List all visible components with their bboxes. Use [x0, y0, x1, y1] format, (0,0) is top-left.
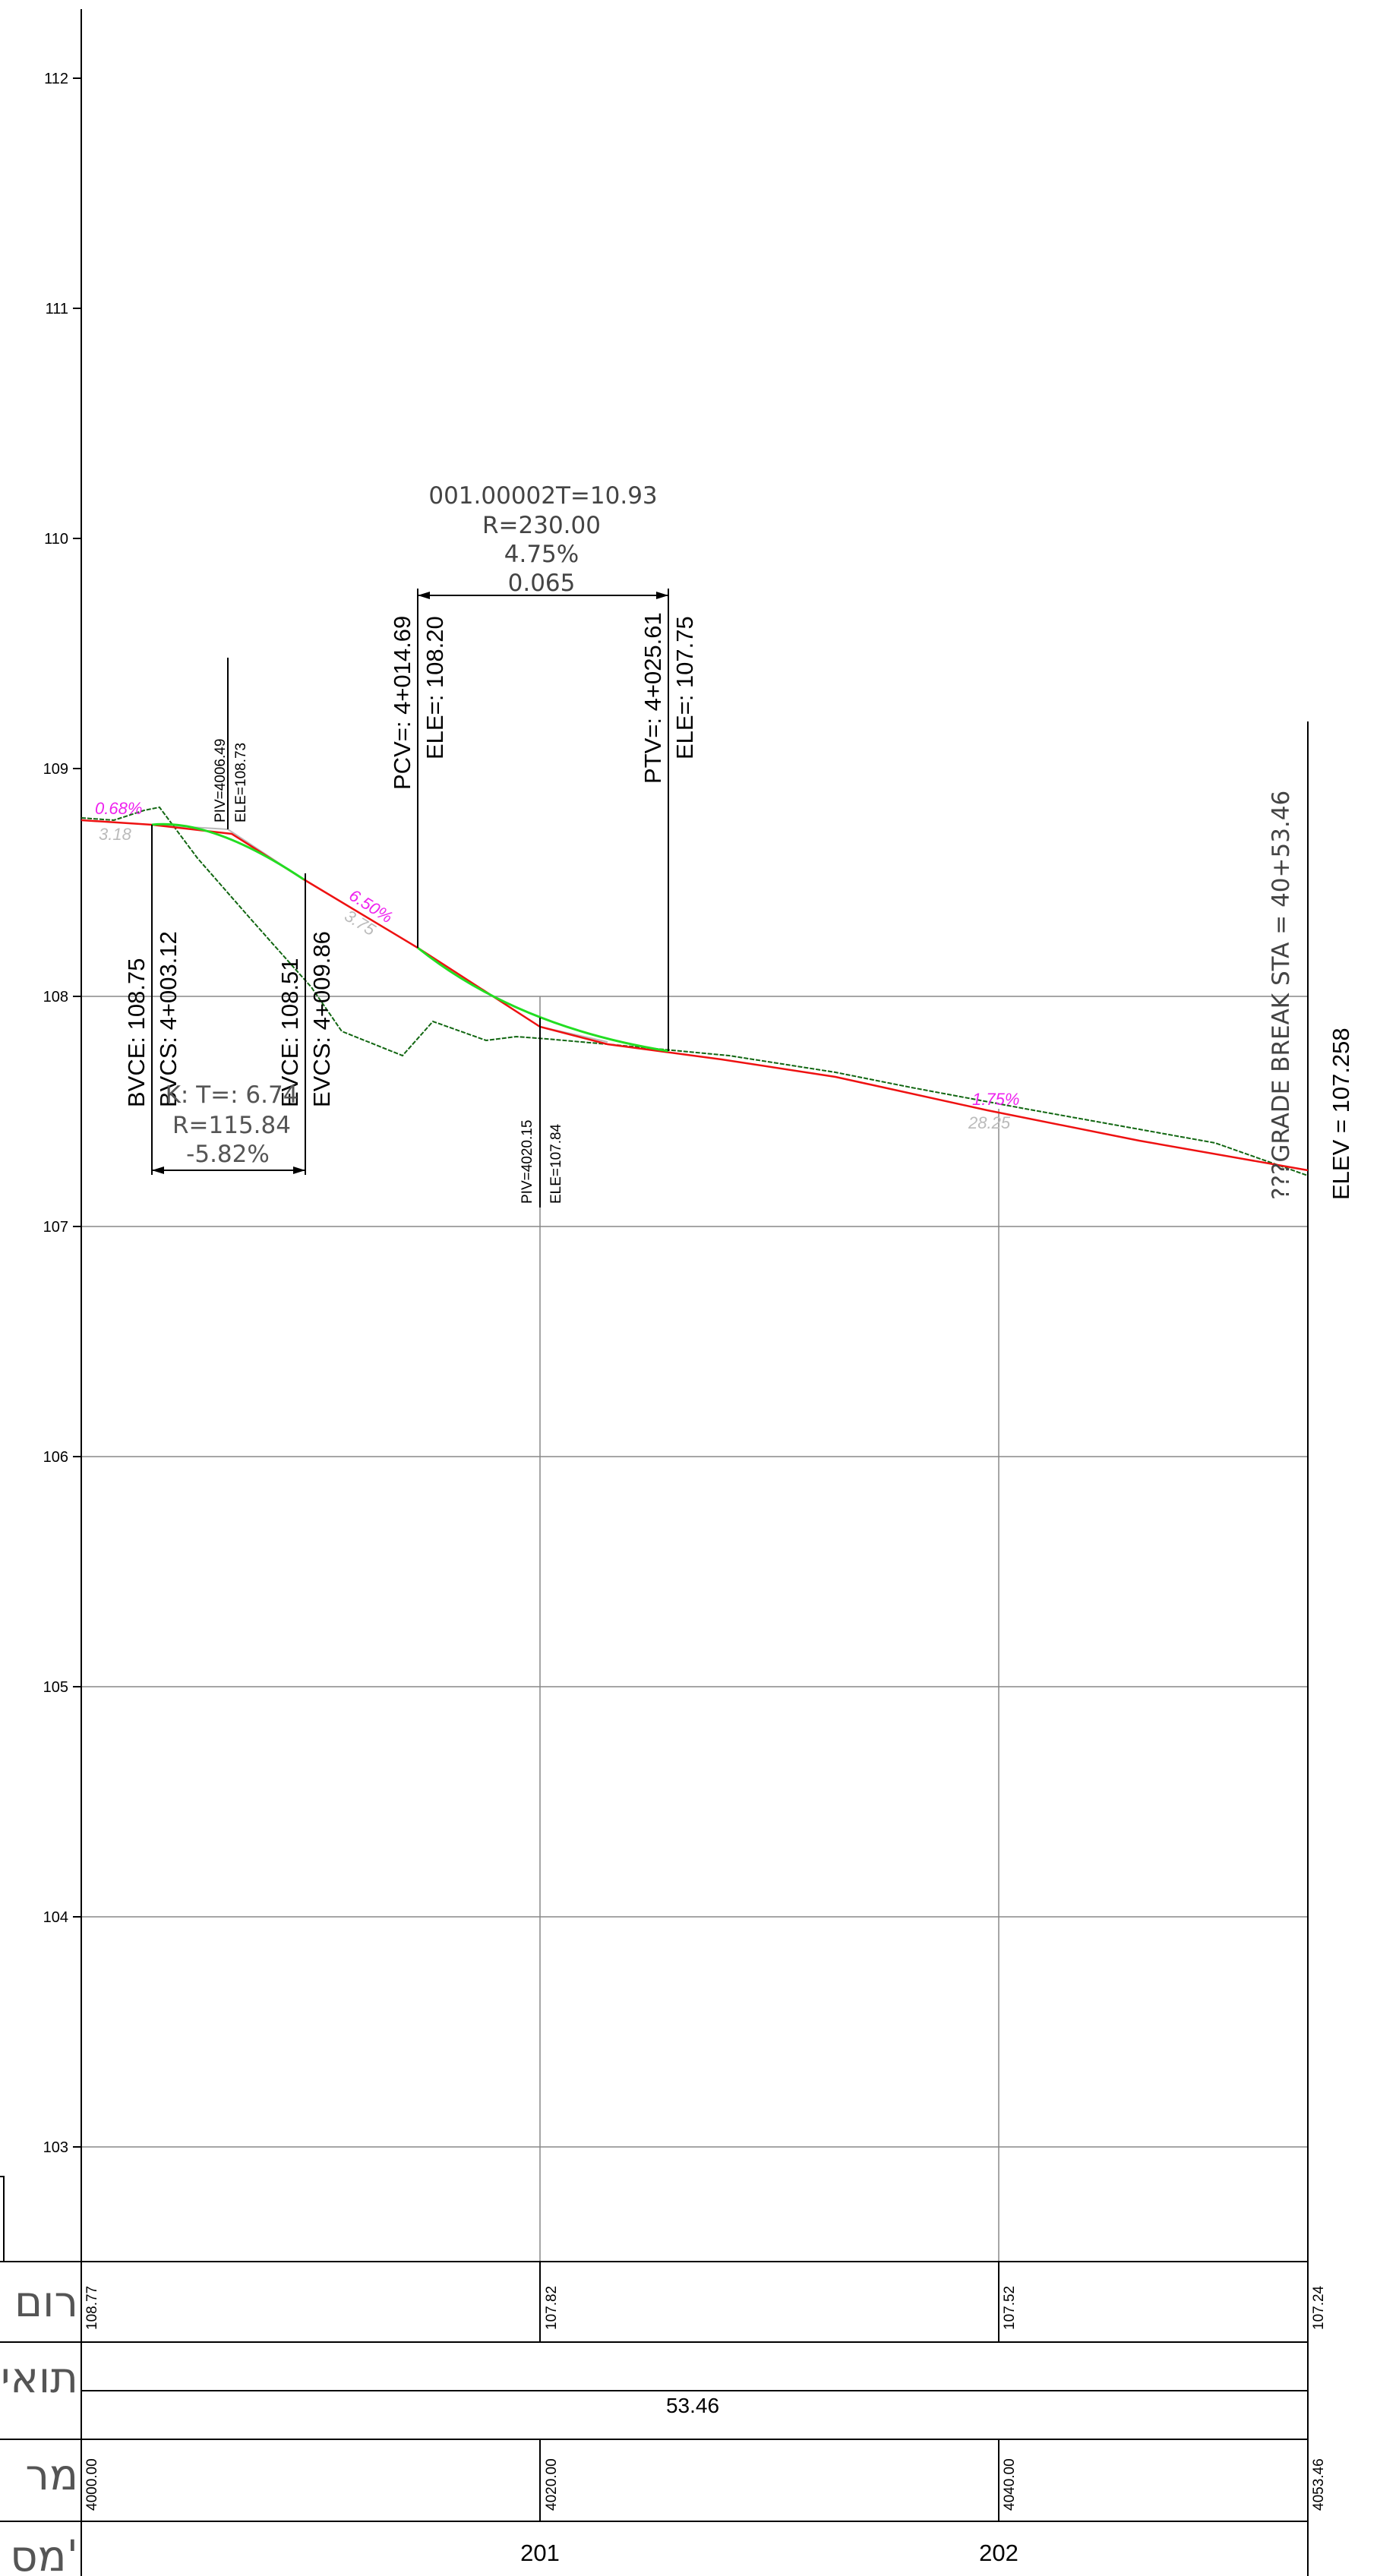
ptv-elevation-label: ELE=: 107.75: [671, 616, 698, 759]
piv2-elevation-label: ELE=107.84: [548, 1123, 564, 1204]
row-label-elevation: רום: [14, 2278, 78, 2327]
vc2-arrow-left: [418, 592, 430, 599]
y-axis: [0, 9, 1309, 2576]
table-elevation-4053: 107.24: [1311, 2285, 1327, 2330]
bvcs-label: BVCS: 4+003.12: [155, 931, 182, 1107]
profile-grid: [81, 996, 1308, 2262]
table-station-4053: 4053.46: [1311, 2458, 1327, 2511]
table-station-4020: 4020.00: [544, 2458, 560, 2511]
y-tick-label-108: 108: [43, 989, 68, 1005]
y-tick-label-105: 105: [43, 1679, 68, 1696]
table-station-4040: 4040.00: [1002, 2458, 1018, 2511]
section-number-202: 202: [979, 2540, 1018, 2566]
vc1-k-label: K: T=: 6.74: [166, 1081, 298, 1109]
vc2-arrow-right: [656, 592, 668, 599]
table-segment-length: 53.46: [666, 2394, 719, 2417]
vc1-grade-change-label: -5.82%: [186, 1141, 270, 1168]
pcv-elevation-label: ELE=: 108.20: [422, 616, 448, 759]
grade-1-percent: 0.68%: [95, 799, 142, 818]
vc2-grade-change-label: 4.75%: [504, 541, 579, 568]
row-label-alignment: תואי: [1, 2353, 78, 2403]
table-elevation-4000: 108.77: [84, 2286, 100, 2330]
vc1-r-label: R=115.84: [172, 1112, 291, 1139]
y-tick-label-110: 110: [44, 531, 68, 548]
grade-break-station-label: ???GRADE BREAK STA = 40+53.46: [1268, 791, 1295, 1200]
piv-tangent-lines: [151, 824, 608, 1043]
vc2-radius-label: R=230.00: [482, 512, 601, 539]
data-table: [0, 2261, 1308, 2522]
section-number-201: 201: [520, 2540, 560, 2566]
table-elevation-4040: 107.52: [1002, 2286, 1018, 2330]
vertical-curve-2-markers: [417, 589, 669, 1208]
pcv-station-label: PCV=: 4+014.69: [389, 616, 415, 790]
vc2-params-label: 001.00002T=10.93: [428, 482, 657, 510]
vertical-curve-2: [417, 946, 669, 1053]
y-tick-labels: 112 111 110 109 108 107 106 105 104 103: [43, 71, 68, 2156]
y-tick-label-103: 103: [43, 2139, 68, 2156]
row-label-distance: מר: [25, 2451, 78, 2500]
y-tick-label-109: 109: [43, 761, 68, 778]
vertical-curve-1-markers: [151, 658, 306, 1175]
piv2-station-label: PIV=4020.15: [519, 1120, 535, 1204]
table-elevation-4020: 107.82: [544, 2286, 560, 2330]
piv1-station-label: PIV=4006.49: [213, 739, 229, 822]
grade-3-percent: 1.75%: [972, 1090, 1019, 1109]
y-tick-label-106: 106: [43, 1449, 68, 1466]
ptv-station-label: PTV=: 4+025.61: [639, 612, 666, 784]
bvce-label: BVCE: 108.75: [123, 958, 150, 1107]
grade-3-length: 28.25: [968, 1113, 1011, 1132]
y-tick-label-112: 112: [44, 71, 68, 87]
grade-break-elevation-label: ELEV = 107.258: [1328, 1028, 1354, 1200]
y-tick-label-111: 111: [46, 301, 68, 317]
evce-label: EVCE: 108.51: [276, 958, 303, 1107]
vertical-curve-1: [151, 822, 305, 881]
piv1-elevation-label: ELE=108.73: [233, 743, 249, 822]
vc1-arrow-left: [152, 1166, 164, 1174]
table-station-4000: 4000.00: [84, 2458, 100, 2511]
design-grade-line: [81, 819, 1309, 1172]
vc2-e-value-label: 0.065: [508, 570, 576, 597]
grade-1-length: 3.18: [99, 825, 132, 844]
y-tick-label-107: 107: [43, 1219, 68, 1236]
vc1-arrow-right: [293, 1166, 305, 1174]
evcs-label: EVCS: 4+009.86: [308, 931, 335, 1107]
left-bracket: [0, 2176, 5, 2262]
row-label-number: מס': [10, 2532, 78, 2576]
y-tick-label-104: 104: [43, 1909, 68, 1926]
